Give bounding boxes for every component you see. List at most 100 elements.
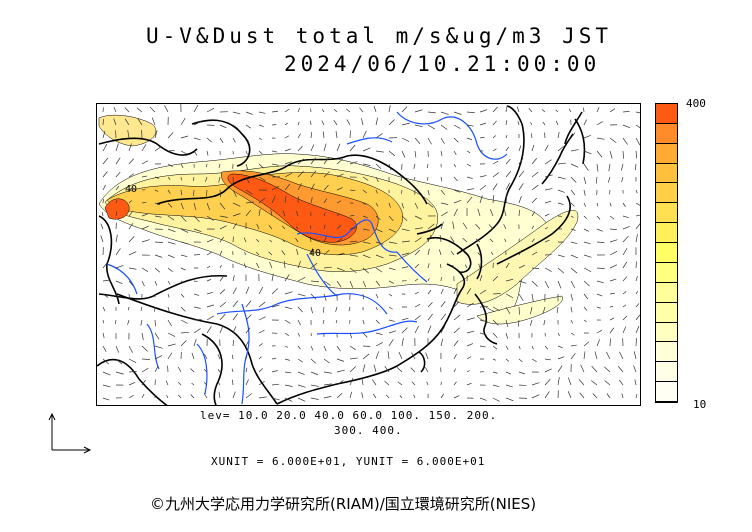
- wind-vector: [375, 267, 383, 273]
- chart-datetime: 2024/06/10.21:00:00: [284, 52, 601, 76]
- wind-vector: [619, 379, 624, 386]
- wind-vector: [622, 124, 631, 129]
- wind-vector: [336, 173, 344, 178]
- wind-vector: [609, 306, 614, 308]
- colorbar-max-label: 400: [686, 97, 706, 110]
- wind-vector: [440, 211, 448, 217]
- wind-vector: [362, 228, 370, 231]
- map-canvas: 40 40: [97, 104, 640, 405]
- wind-vector: [466, 176, 473, 180]
- dust-map: 40 40: [96, 103, 641, 406]
- wind-vector: [375, 150, 384, 153]
- wind-vector: [180, 202, 184, 210]
- wind-vector: [531, 157, 538, 165]
- wind-vector: [621, 393, 624, 399]
- wind-vector: [479, 332, 487, 336]
- wind-vector: [269, 261, 273, 269]
- wind-vector: [635, 189, 638, 194]
- wind-vector: [466, 163, 471, 167]
- wind-vector: [491, 251, 494, 256]
- wind-vector: [375, 202, 379, 207]
- wind-vector: [336, 200, 342, 204]
- wind-vector: [243, 237, 247, 243]
- wind-vector: [284, 319, 291, 324]
- wind-vector: [570, 293, 573, 301]
- wind-vector: [297, 121, 300, 126]
- wind-vector: [388, 306, 393, 310]
- wind-vector: [323, 224, 326, 230]
- wind-vector: [413, 176, 416, 181]
- wind-vector: [128, 345, 133, 353]
- colorbar-min-label: 10: [693, 398, 707, 411]
- wind-vector: [297, 133, 301, 139]
- wind-vector: [635, 291, 638, 295]
- wind-vector: [466, 330, 475, 334]
- wind-vector: [373, 364, 377, 373]
- wind-vector: [591, 365, 598, 373]
- wind-vector: [232, 326, 237, 334]
- wind-vector: [583, 293, 589, 300]
- contour-levels-line1: lev= 10.0 20.0 40.0 60.0 100. 150. 200.: [200, 409, 498, 422]
- wind-vector: [180, 150, 187, 155]
- wind-vector: [362, 332, 368, 338]
- wind-vector: [375, 176, 379, 183]
- wind-vector: [271, 150, 278, 153]
- wind-vector: [258, 150, 263, 155]
- wind-vector: [281, 250, 286, 256]
- wind-vector: [232, 124, 239, 130]
- wind-vector: [606, 351, 611, 360]
- wind-vector: [633, 365, 637, 373]
- wind-vector: [375, 342, 383, 347]
- wind-vector: [542, 306, 546, 314]
- wind-vector: [335, 319, 338, 324]
- wind-vector: [193, 150, 198, 156]
- colorbar-swatch: [656, 382, 677, 402]
- wind-vector: [413, 163, 416, 169]
- wind-vector: [518, 345, 521, 350]
- wind-vector: [518, 183, 524, 191]
- wind-vector: [531, 238, 535, 243]
- wind-vector: [323, 280, 331, 286]
- wind-vector: [466, 302, 474, 308]
- wind-vector: [622, 137, 628, 145]
- wind-vector: [297, 293, 306, 297]
- colorbar-swatch: [656, 143, 677, 164]
- wind-vector: [271, 273, 274, 282]
- wind-vector: [518, 371, 525, 375]
- wind-vector: [193, 306, 201, 309]
- wind-vector: [128, 211, 133, 217]
- wind-vector: [167, 189, 171, 194]
- wind-vector: [102, 261, 109, 269]
- wind-vector: [167, 319, 172, 327]
- wind-vector: [193, 338, 197, 347]
- wind-vector: [232, 111, 241, 115]
- wind-vector: [583, 119, 587, 126]
- wind-vector: [414, 137, 421, 144]
- wind-vector: [258, 197, 266, 204]
- wind-vector: [219, 276, 224, 282]
- wind-vector: [414, 227, 423, 230]
- wind-vector: [440, 393, 445, 399]
- wind-vector: [401, 228, 410, 232]
- wind-vector: [141, 280, 145, 287]
- wind-vector: [322, 306, 325, 313]
- wind-vector: [388, 319, 395, 322]
- wind-vector: [255, 262, 260, 269]
- wind-vector: [635, 111, 640, 114]
- wind-vector: [427, 278, 430, 282]
- wind-vector: [570, 228, 576, 231]
- wind-vector: [427, 289, 432, 295]
- wind-vector: [557, 189, 565, 193]
- wind-vector: [372, 379, 377, 386]
- wind-vector: [141, 239, 150, 243]
- wind-vector: [466, 150, 471, 154]
- wind-vector: [180, 189, 183, 196]
- wind-vector: [100, 223, 104, 230]
- wind-vector: [427, 223, 435, 230]
- wind-vector: [154, 267, 161, 273]
- wind-vector: [401, 338, 404, 347]
- wind-vector: [193, 137, 201, 141]
- wind-vector: [505, 262, 510, 269]
- wind-vector: [323, 198, 328, 204]
- wind-vector: [425, 352, 429, 360]
